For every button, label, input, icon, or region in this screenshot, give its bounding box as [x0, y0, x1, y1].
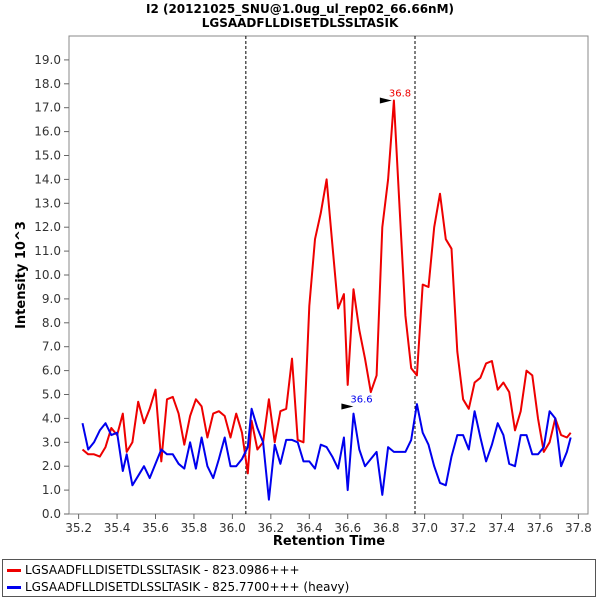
y-tick-label: 12.0 — [34, 220, 61, 234]
y-tick-label: 5.0 — [42, 388, 61, 402]
legend-swatch-light — [7, 568, 21, 572]
chart-title: I2 (20121025_SNU@1.0ug_ul_rep02_66.66nM) — [146, 2, 454, 17]
y-tick-label: 13.0 — [34, 196, 61, 210]
peak-label: 36.8 — [389, 89, 411, 100]
y-tick-label: 6.0 — [42, 364, 61, 378]
legend: LGSAADFLLDISETDLSSLTASIK - 823.0986+++ L… — [2, 559, 596, 597]
x-tick-label: 35.4 — [104, 521, 131, 535]
y-tick-label: 4.0 — [42, 411, 61, 425]
y-tick-label: 16.0 — [34, 125, 61, 139]
peak-annotations: 36.8 36.6 — [341, 89, 411, 410]
plot-area — [68, 35, 589, 515]
y-tick-label: 11.0 — [34, 244, 61, 258]
y-tick-label: 3.0 — [42, 435, 61, 449]
y-tick-label: 0.0 — [42, 507, 61, 521]
x-tick-label: 36.0 — [219, 521, 246, 535]
y-tick-label: 9.0 — [42, 292, 61, 306]
x-tick-label: 36.2 — [257, 521, 284, 535]
peak-label: 36.6 — [350, 394, 372, 405]
x-tick-label: 36.6 — [334, 521, 361, 535]
chart-subtitle: LGSAADFLLDISETDLSSLTASIK — [202, 16, 399, 30]
peak-arrow-icon — [379, 97, 392, 104]
x-tick-label: 36.4 — [296, 521, 323, 535]
series-line-light — [81, 99, 572, 475]
y-tick-label: 7.0 — [42, 340, 61, 354]
plot-frame — [68, 35, 589, 515]
legend-swatch-heavy — [7, 585, 21, 589]
y-tick-label: 8.0 — [42, 316, 61, 330]
y-tick-label: 14.0 — [34, 172, 61, 186]
x-tick-label: 37.2 — [450, 521, 477, 535]
y-tick-label: 10.0 — [34, 268, 61, 282]
y-tick-label: 17.0 — [34, 101, 61, 115]
y-tick-label: 1.0 — [42, 483, 61, 497]
x-axis-title: Retention Time — [273, 534, 385, 549]
x-tick-label: 37.4 — [488, 521, 515, 535]
y-tick-label: 19.0 — [34, 53, 61, 67]
x-tick-label: 37.6 — [527, 521, 554, 535]
y-tick-label: 18.0 — [34, 77, 61, 91]
y-axis-title: Intensity 10^3 — [14, 221, 29, 329]
y-axis: 0.0 1.0 2.0 3.0 4.0 5.0 6.0 7.0 8.0 9.0 10.0 11.0 12… — [34, 53, 69, 521]
x-tick-label: 35.8 — [181, 521, 208, 535]
series-line-heavy — [81, 403, 572, 501]
legend-item-heavy: LGSAADFLLDISETDLSSLTASIK - 825.7700+++ (… — [7, 579, 349, 595]
x-tick-label: 35.6 — [142, 521, 169, 535]
x-tick-label: 35.2 — [65, 521, 92, 535]
x-tick-label: 36.8 — [373, 521, 400, 535]
series-lines — [81, 99, 572, 501]
peak-arrow-icon — [341, 403, 354, 410]
x-tick-label: 37.0 — [411, 521, 438, 535]
x-axis: 35.2 35.4 35.6 35.8 36.0 36.2 36.4 36.6 36.8 37.0… — [65, 514, 592, 535]
x-tick-label: 37.8 — [565, 521, 592, 535]
y-tick-label: 15.0 — [34, 149, 61, 163]
legend-item-light: LGSAADFLLDISETDLSSLTASIK - 823.0986+++ — [7, 562, 300, 578]
chromatogram-chart: I2 (20121025_SNU@1.0ug_ul_rep02_66.66nM)… — [14, 2, 592, 549]
y-tick-label: 2.0 — [42, 459, 61, 473]
legend-label-light: LGSAADFLLDISETDLSSLTASIK - 823.0986+++ — [25, 563, 300, 577]
legend-label-heavy: LGSAADFLLDISETDLSSLTASIK - 825.7700+++ (… — [25, 580, 350, 594]
